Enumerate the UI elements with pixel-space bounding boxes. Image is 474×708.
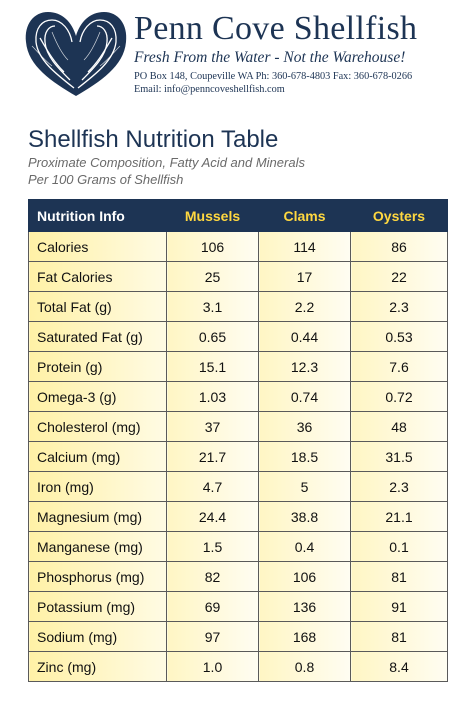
nutrient-value: 0.8 bbox=[258, 651, 351, 682]
contact-email: Email: info@penncoveshellfish.com bbox=[134, 84, 285, 95]
nutrient-value: 25 bbox=[166, 261, 259, 292]
header-clams: Clams bbox=[258, 199, 351, 232]
letterhead: Penn Cove Shellfish Fresh From the Water… bbox=[0, 0, 474, 112]
nutrient-value: 37 bbox=[166, 411, 259, 442]
nutrient-value: 2.3 bbox=[350, 291, 448, 322]
nutrient-value: 15.1 bbox=[166, 351, 259, 382]
nutrient-value: 1.0 bbox=[166, 651, 259, 682]
nutrient-value: 0.1 bbox=[350, 531, 448, 562]
nutrient-value: 17 bbox=[258, 261, 351, 292]
table-row: Phosphorus (mg) 82 106 81 bbox=[28, 561, 448, 592]
nutrient-value: 114 bbox=[258, 231, 351, 262]
table-row: Sodium (mg) 97 168 81 bbox=[28, 621, 448, 652]
nutrient-label: Potassium (mg) bbox=[28, 591, 167, 622]
table-body: Calories 106 114 86 Fat Calories 25 17 22 Total … bbox=[28, 231, 448, 682]
nutrient-value: 12.3 bbox=[258, 351, 351, 382]
nutrient-value: 0.4 bbox=[258, 531, 351, 562]
table-row: Total Fat (g) 3.1 2.2 2.3 bbox=[28, 291, 448, 322]
nutrient-value: 2.2 bbox=[258, 291, 351, 322]
table-titles: Shellfish Nutrition Table Proximate Comp… bbox=[28, 126, 458, 188]
table-row: Iron (mg) 4.7 5 2.3 bbox=[28, 471, 448, 502]
nutrient-value: 4.7 bbox=[166, 471, 259, 502]
nutrient-value: 106 bbox=[166, 231, 259, 262]
nutrient-value: 18.5 bbox=[258, 441, 351, 472]
nutrient-label: Omega-3 (g) bbox=[28, 381, 167, 412]
header-mussels: Mussels bbox=[166, 199, 259, 232]
nutrient-label: Manganese (mg) bbox=[28, 531, 167, 562]
nutrient-value: 7.6 bbox=[350, 351, 448, 382]
nutrient-value: 82 bbox=[166, 561, 259, 592]
table-row: Fat Calories 25 17 22 bbox=[28, 261, 448, 292]
nutrient-value: 0.65 bbox=[166, 321, 259, 352]
nutrient-value: 8.4 bbox=[350, 651, 448, 682]
table-row: Calcium (mg) 21.7 18.5 31.5 bbox=[28, 441, 448, 472]
nutrient-value: 22 bbox=[350, 261, 448, 292]
nutrient-value: 81 bbox=[350, 621, 448, 652]
nutrient-value: 106 bbox=[258, 561, 351, 592]
nutrient-value: 1.5 bbox=[166, 531, 259, 562]
nutrient-value: 1.03 bbox=[166, 381, 259, 412]
nutrient-label: Fat Calories bbox=[28, 261, 167, 292]
nutrient-value: 97 bbox=[166, 621, 259, 652]
nutrient-value: 38.8 bbox=[258, 501, 351, 532]
table-row: Omega-3 (g) 1.03 0.74 0.72 bbox=[28, 381, 448, 412]
nutrient-label: Saturated Fat (g) bbox=[28, 321, 167, 352]
nutrient-value: 86 bbox=[350, 231, 448, 262]
nutrient-label: Total Fat (g) bbox=[28, 291, 167, 322]
nutrient-value: 31.5 bbox=[350, 441, 448, 472]
nutrient-value: 48 bbox=[350, 411, 448, 442]
nutrient-label: Calcium (mg) bbox=[28, 441, 167, 472]
nutrient-label: Cholesterol (mg) bbox=[28, 411, 167, 442]
nutrient-value: 24.4 bbox=[166, 501, 259, 532]
nutrient-label: Iron (mg) bbox=[28, 471, 167, 502]
nutrient-label: Protein (g) bbox=[28, 351, 167, 382]
header-nutrition-info: Nutrition Info bbox=[28, 199, 167, 232]
table-row: Magnesium (mg) 24.4 38.8 21.1 bbox=[28, 501, 448, 532]
table-row: Manganese (mg) 1.5 0.4 0.1 bbox=[28, 531, 448, 562]
nutrient-label: Sodium (mg) bbox=[28, 621, 167, 652]
nutrient-value: 136 bbox=[258, 591, 351, 622]
table-row: Protein (g) 15.1 12.3 7.6 bbox=[28, 351, 448, 382]
nutrition-table: Nutrition Info Mussels Clams Oysters Cal… bbox=[28, 199, 448, 682]
table-row: Saturated Fat (g) 0.65 0.44 0.53 bbox=[28, 321, 448, 352]
page-title: Shellfish Nutrition Table bbox=[28, 126, 279, 153]
nutrient-value: 21.7 bbox=[166, 441, 259, 472]
nutrient-value: 91 bbox=[350, 591, 448, 622]
mussel-shell-logo-icon bbox=[25, 12, 127, 96]
nutrient-value: 0.44 bbox=[258, 321, 351, 352]
nutrient-label: Phosphorus (mg) bbox=[28, 561, 167, 592]
contact-address: PO Box 148, Coupeville WA Ph: 360-678-48… bbox=[134, 71, 413, 82]
table-row: Calories 106 114 86 bbox=[28, 231, 448, 262]
header-oysters: Oysters bbox=[350, 199, 448, 232]
nutrient-value: 21.1 bbox=[350, 501, 448, 532]
nutrient-value: 0.53 bbox=[350, 321, 448, 352]
nutrient-label: Zinc (mg) bbox=[28, 651, 167, 682]
nutrient-value: 0.72 bbox=[350, 381, 448, 412]
table-row: Cholesterol (mg) 37 36 48 bbox=[28, 411, 448, 442]
nutrient-value: 36 bbox=[258, 411, 351, 442]
table-row: Zinc (mg) 1.0 0.8 8.4 bbox=[28, 651, 448, 682]
nutrient-label: Magnesium (mg) bbox=[28, 501, 167, 532]
nutrient-value: 3.1 bbox=[166, 291, 259, 322]
subtitle-composition: Proximate Composition, Fatty Acid and Mi… bbox=[28, 155, 305, 170]
nutrient-value: 81 bbox=[350, 561, 448, 592]
table-header-row: Nutrition Info Mussels Clams Oysters bbox=[28, 199, 448, 232]
nutrient-value: 2.3 bbox=[350, 471, 448, 502]
nutrient-value: 0.74 bbox=[258, 381, 351, 412]
brand-block: Penn Cove Shellfish Fresh From the Water… bbox=[134, 10, 466, 96]
nutrient-label: Calories bbox=[28, 231, 167, 262]
nutrient-value: 5 bbox=[258, 471, 351, 502]
nutrient-value: 69 bbox=[166, 591, 259, 622]
table-row: Potassium (mg) 69 136 91 bbox=[28, 591, 448, 622]
brand-name: Penn Cove Shellfish bbox=[134, 10, 418, 47]
brand-tagline: Fresh From the Water - Not the Warehouse… bbox=[134, 49, 406, 66]
nutrition-table-wrapper: Nutrition Info Mussels Clams Oysters Cal… bbox=[28, 199, 448, 684]
subtitle-per-100g: Per 100 Grams of Shellfish bbox=[28, 172, 184, 187]
nutrient-value: 168 bbox=[258, 621, 351, 652]
